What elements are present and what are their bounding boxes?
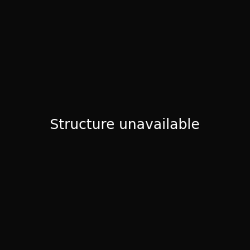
Text: Structure unavailable: Structure unavailable: [50, 118, 200, 132]
